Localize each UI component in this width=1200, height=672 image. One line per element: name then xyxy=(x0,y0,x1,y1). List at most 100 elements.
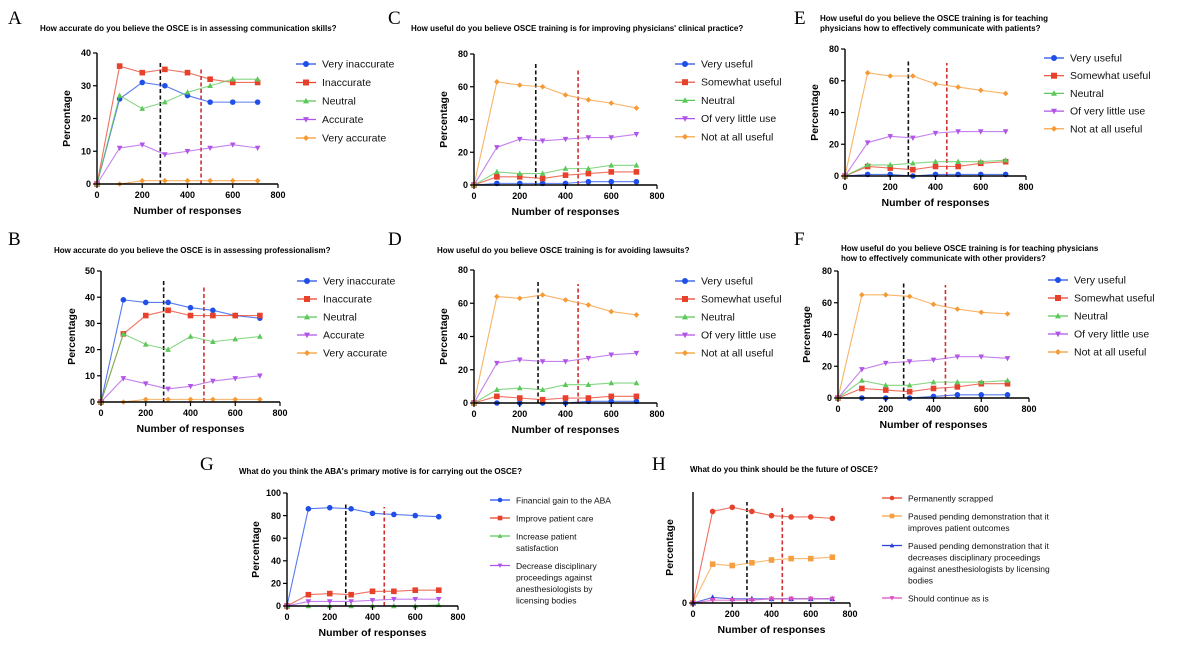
y-tick-label: 0 xyxy=(827,393,832,403)
data-point xyxy=(932,163,939,170)
series-line xyxy=(473,382,637,404)
legend-item: Very accurate xyxy=(296,133,386,145)
legend-marker xyxy=(682,133,688,140)
data-point xyxy=(232,376,239,382)
x-tick-label: 600 xyxy=(973,182,988,192)
data-point xyxy=(585,355,592,362)
x-tick-label: 600 xyxy=(408,612,423,622)
data-point xyxy=(539,175,546,182)
legend-item: Not at all useful xyxy=(675,131,773,143)
x-tick-label: 800 xyxy=(649,409,664,419)
data-point xyxy=(887,165,894,171)
chart-panel-d: D How useful do you believe OSCE training… xyxy=(388,229,782,436)
legend-item: Of very little use xyxy=(675,113,776,125)
data-point xyxy=(142,396,149,403)
legend-item: Not at all useful xyxy=(1044,123,1142,135)
x-tick-label: 200 xyxy=(878,404,893,414)
legend: Financial gain to the ABA Improve patient… xyxy=(490,496,611,606)
y-tick-label: 0 xyxy=(90,397,95,407)
legend-marker xyxy=(497,497,503,503)
data-point xyxy=(932,130,939,137)
data-point xyxy=(562,165,569,171)
data-point xyxy=(539,292,546,298)
y-tick-label: 60 xyxy=(271,533,281,543)
data-point xyxy=(906,382,913,388)
x-tick-label: 0 xyxy=(98,408,103,418)
data-point xyxy=(229,79,236,86)
legend-item: Very inaccurate xyxy=(296,59,395,71)
data-point xyxy=(348,599,354,605)
data-point xyxy=(162,177,168,184)
x-tick-label: 400 xyxy=(365,612,380,622)
data-point xyxy=(539,396,546,403)
data-point xyxy=(882,292,889,298)
data-point xyxy=(254,76,261,82)
legend-item: Somewhat useful xyxy=(675,294,782,306)
x-tick-label: 800 xyxy=(842,609,857,619)
data-point xyxy=(412,587,419,593)
legend-marker xyxy=(1051,108,1057,115)
data-point xyxy=(709,508,716,515)
data-point xyxy=(207,177,213,184)
panel-letter: E xyxy=(794,8,806,29)
data-point xyxy=(729,597,736,604)
legend-label: Of very little use xyxy=(701,330,776,342)
data-point xyxy=(516,170,523,176)
legend-label: Very useful xyxy=(701,59,753,71)
data-point xyxy=(207,82,213,88)
data-point xyxy=(232,336,239,342)
legend: Permanently scrapped Paused pending demo… xyxy=(882,494,1050,604)
chart-title: How useful do you believe OSCE training … xyxy=(841,244,1099,253)
data-point xyxy=(326,504,333,511)
legend-marker xyxy=(682,313,688,320)
chart-title: What do you think the ABA's primary moti… xyxy=(239,467,522,476)
legend-marker xyxy=(682,296,688,302)
x-tick-label: 200 xyxy=(138,408,153,418)
x-axis-label: Number of responses xyxy=(512,424,620,436)
data-point xyxy=(633,131,640,138)
data-point xyxy=(954,379,961,385)
data-point xyxy=(187,396,194,403)
data-point xyxy=(910,135,916,141)
series-line xyxy=(837,379,1008,399)
legend-label: Very accurate xyxy=(322,133,386,145)
data-point xyxy=(788,555,794,562)
data-point xyxy=(494,168,500,175)
data-point xyxy=(232,396,239,403)
data-point xyxy=(162,99,168,105)
data-point xyxy=(955,129,961,135)
data-point xyxy=(608,178,615,185)
data-point xyxy=(116,145,123,152)
series-line xyxy=(96,78,258,185)
legend-marker xyxy=(497,563,503,569)
legend-item: Neutral xyxy=(1044,88,1104,100)
legend-marker xyxy=(303,61,309,67)
legend-item: Paused pending demonstration that it decr… xyxy=(882,541,1050,586)
legend-marker xyxy=(304,332,310,339)
x-tick-label: 800 xyxy=(649,191,664,201)
data-point xyxy=(142,299,149,306)
legend-marker xyxy=(682,79,688,86)
legend-label: Increase patient xyxy=(516,532,577,542)
data-point xyxy=(539,83,546,90)
y-tick-label: 80 xyxy=(458,49,468,59)
legend-label: Accurate xyxy=(323,330,365,342)
data-point xyxy=(348,506,354,512)
series-line xyxy=(473,164,637,186)
legend-label: Permanently scrapped xyxy=(908,494,993,504)
y-tick-label: 80 xyxy=(458,265,468,275)
data-point xyxy=(1004,380,1011,387)
series-line xyxy=(286,507,439,607)
x-tick-label: 200 xyxy=(512,409,527,419)
legend-label: Somewhat useful xyxy=(701,77,782,89)
legend-label: against anesthesiologists by licensing xyxy=(908,564,1050,574)
legend-label: Neutral xyxy=(701,95,735,107)
data-point xyxy=(749,559,755,566)
data-point xyxy=(859,377,865,383)
data-point xyxy=(749,597,755,604)
y-tick-label: 20 xyxy=(829,139,839,149)
data-point xyxy=(788,596,794,602)
y-tick-label: 40 xyxy=(81,48,91,58)
data-point xyxy=(229,142,236,148)
data-point xyxy=(768,512,775,519)
